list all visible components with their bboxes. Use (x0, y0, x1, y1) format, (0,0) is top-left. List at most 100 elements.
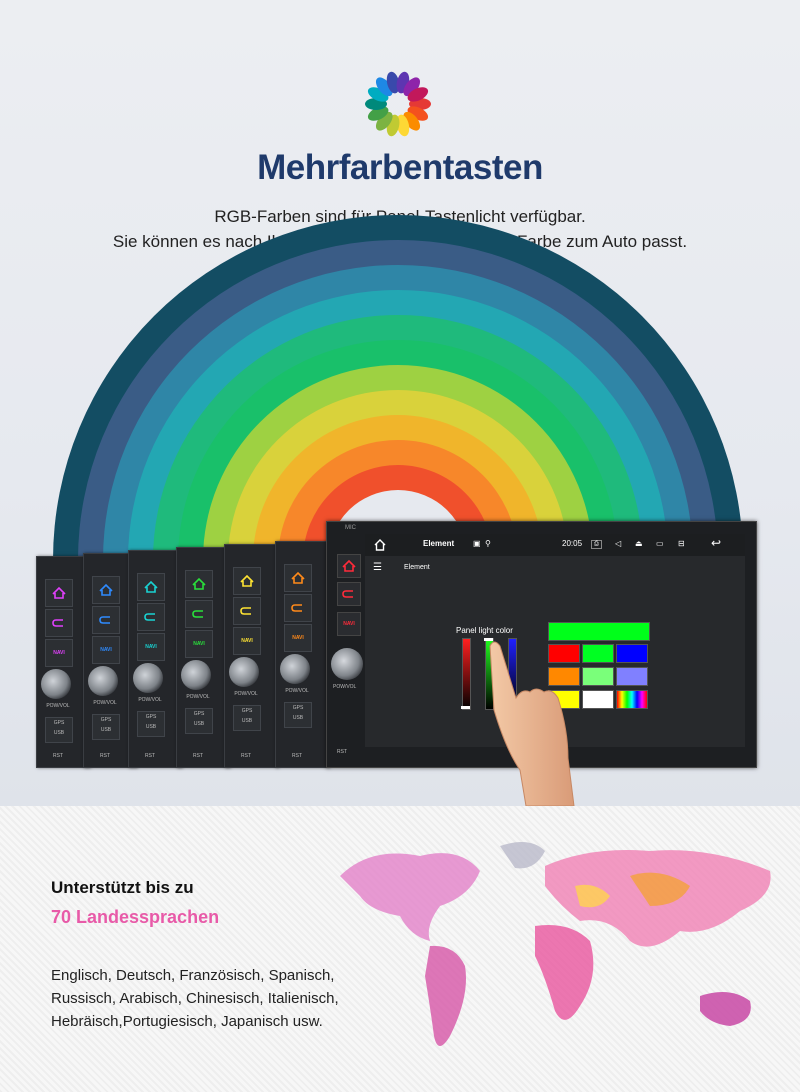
app-bar: ☰ Element (365, 562, 745, 580)
wheel-petal (396, 114, 410, 137)
back-icon (291, 604, 302, 612)
rainbow-graphic (53, 215, 743, 560)
red-slider[interactable] (462, 638, 471, 710)
head-unit: NAVI POW/VOL GPS USB RST (224, 544, 278, 768)
home-icon (240, 574, 254, 587)
wheel-petal (403, 77, 421, 97)
green-slider-handle[interactable] (484, 638, 493, 641)
home-icon (291, 571, 305, 584)
pointing-hand (489, 641, 575, 806)
gps-usb-panel: GPS USB (284, 702, 312, 728)
navi-key[interactable]: NAVI (233, 627, 261, 655)
back-key[interactable] (284, 594, 312, 622)
back-key[interactable] (92, 606, 120, 634)
back-key[interactable] (337, 582, 361, 606)
return-icon[interactable]: ↩ (711, 536, 722, 550)
back-key[interactable] (137, 603, 165, 631)
volume-icon[interactable]: ◁ (615, 539, 622, 548)
navi-key[interactable]: NAVI (92, 636, 120, 664)
rst-label: RST (100, 753, 110, 759)
rst-label: RST (241, 753, 251, 759)
home-key[interactable] (337, 554, 361, 578)
home-key[interactable] (92, 576, 120, 604)
head-unit-main: MIC NAVI POW/VOL RST Element ▣ ⚲ 20:05 ⎙… (326, 521, 757, 768)
rst-label: RST (193, 753, 203, 759)
gps-usb-panel: GPS USB (45, 717, 73, 743)
volume-knob[interactable] (88, 666, 118, 696)
mic-label: MIC (345, 525, 356, 531)
home-icon[interactable] (373, 538, 387, 552)
pwr-label: POW/VOL (333, 684, 357, 690)
toggle-icon[interactable]: ⊟ (678, 539, 685, 548)
head-unit: NAVI POW/VOL GPS USB RST (275, 541, 329, 768)
color-swatch[interactable] (548, 622, 650, 641)
languages-heading: Unterstützt bis zu (51, 878, 194, 897)
wheel-petal (386, 71, 400, 94)
home-icon (342, 559, 356, 572)
home-key[interactable] (233, 567, 261, 595)
volume-knob[interactable] (41, 669, 71, 699)
gps-usb-panel: GPS USB (92, 714, 120, 740)
color-swatch[interactable] (616, 644, 648, 663)
color-swatch[interactable] (616, 667, 648, 686)
app-title: Element (423, 539, 455, 548)
color-swatch[interactable] (582, 690, 614, 709)
languages-count: 70 Landessprachen (51, 907, 220, 927)
gps-usb-panel: GPS USB (137, 711, 165, 737)
home-key[interactable] (185, 570, 213, 598)
home-icon (52, 586, 66, 599)
back-icon (99, 616, 110, 624)
back-icon (342, 590, 353, 598)
home-key[interactable] (137, 573, 165, 601)
volume-knob[interactable] (331, 648, 363, 680)
volume-knob[interactable] (229, 657, 259, 687)
back-key[interactable] (233, 597, 261, 625)
home-key[interactable] (45, 579, 73, 607)
back-key[interactable] (185, 600, 213, 628)
usb-icon: ⚲ (485, 539, 491, 548)
window-icon[interactable]: ▭ (656, 539, 664, 548)
back-key[interactable] (45, 609, 73, 637)
home-icon (192, 577, 206, 590)
panel-light-label: Panel light color (456, 626, 513, 635)
volume-knob[interactable] (280, 654, 310, 684)
back-icon (52, 619, 63, 627)
home-key[interactable] (284, 564, 312, 592)
pwr-label: POW/VOL (285, 688, 309, 694)
rst-label: RST (145, 753, 155, 759)
red-slider-handle[interactable] (461, 706, 470, 709)
color-swatch[interactable] (548, 667, 580, 686)
languages-line-2: Russisch, Arabisch, Chinesisch, Italieni… (51, 990, 339, 1007)
back-icon (144, 613, 155, 621)
back-icon (192, 610, 203, 618)
wheel-petal (403, 111, 421, 131)
pwr-label: POW/VOL (234, 691, 258, 697)
home-icon (99, 583, 113, 596)
color-swatch[interactable] (582, 644, 614, 663)
navi-key[interactable]: NAVI (284, 624, 312, 652)
navi-key[interactable]: NAVI (45, 639, 73, 667)
pwr-label: POW/VOL (46, 703, 70, 709)
language-section: Unterstützt bis zu 70 Landessprachen Eng… (0, 806, 800, 1092)
color-swatch[interactable] (582, 667, 614, 686)
page-title: Mehrfarbentasten (257, 148, 543, 187)
menu-title: Element (404, 564, 430, 571)
eject-icon[interactable]: ⏏ (635, 539, 643, 548)
color-swatch[interactable] (548, 644, 580, 663)
volume-knob[interactable] (181, 660, 211, 690)
volume-knob[interactable] (133, 663, 163, 693)
rainbow-swatch[interactable] (616, 690, 648, 709)
clock: 20:05 (562, 539, 583, 548)
world-map-graphic (340, 842, 771, 1046)
rst-label: RST (292, 753, 302, 759)
navi-key[interactable]: NAVI (337, 612, 361, 636)
wheel-petal (375, 77, 393, 97)
menu-icon[interactable]: ☰ (373, 562, 382, 573)
languages-line-1: Englisch, Deutsch, Französisch, Spanisch… (51, 967, 335, 984)
navi-key[interactable]: NAVI (185, 630, 213, 658)
screenshot-icon[interactable]: ⎙ (591, 540, 602, 549)
pwr-label: POW/VOL (138, 697, 162, 703)
touch-screen[interactable]: Element ▣ ⚲ 20:05 ⎙ ◁ ⏏ ▭ ⊟ ↩ ☰ Element … (365, 534, 745, 747)
wheel-petal (407, 87, 429, 102)
navi-key[interactable]: NAVI (137, 633, 165, 661)
